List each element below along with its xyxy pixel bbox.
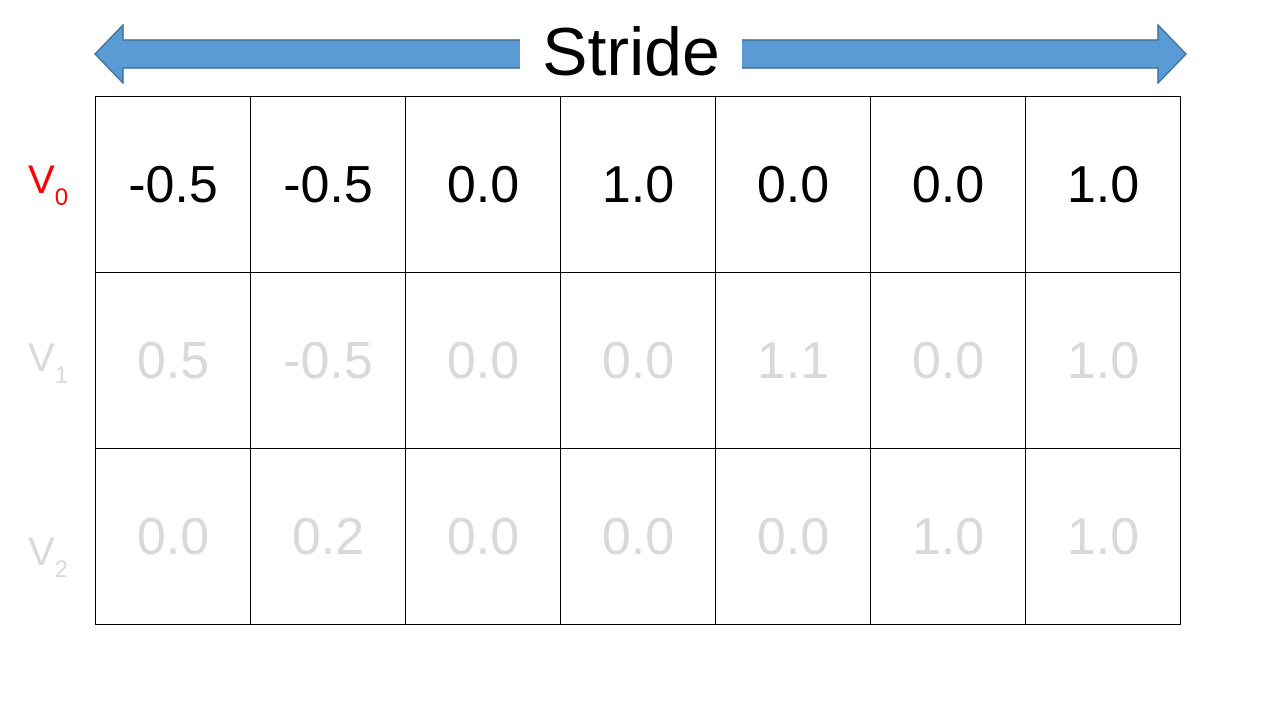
cell-v2-1: 0.2 [250, 448, 406, 625]
vertex-data-grid: -0.5 -0.5 0.0 1.0 0.0 0.0 1.0 0.5 -0.5 0… [95, 96, 1181, 625]
row-label-v1-subscript: 1 [54, 362, 69, 389]
cell-v1-1: -0.5 [250, 272, 406, 449]
cell-v1-0: 0.5 [95, 272, 251, 449]
cell-v0-1: -0.5 [250, 96, 406, 273]
cell-v2-6: 1.0 [1025, 448, 1181, 625]
stride-right-arrow [740, 24, 1188, 84]
cell-v0-4: 0.0 [715, 96, 871, 273]
row-label-v2-letter: V [28, 530, 55, 574]
row-label-v2: V2 [28, 530, 68, 584]
vertex-row-v2: 0.0 0.2 0.0 0.0 0.0 1.0 1.0 [95, 448, 1181, 625]
cell-v1-5: 0.0 [870, 272, 1026, 449]
right-arrow-shape [740, 24, 1188, 84]
row-label-v1: V1 [28, 336, 68, 390]
cell-v1-2: 0.0 [405, 272, 561, 449]
row-label-v0-letter: V [28, 158, 55, 202]
cell-v0-2: 0.0 [405, 96, 561, 273]
cell-v2-3: 0.0 [560, 448, 716, 625]
cell-v2-0: 0.0 [95, 448, 251, 625]
cell-v2-5: 1.0 [870, 448, 1026, 625]
left-arrow-shape [94, 24, 523, 84]
row-label-v2-subscript: 2 [54, 556, 69, 583]
cell-v0-3: 1.0 [560, 96, 716, 273]
stride-left-arrow [94, 24, 523, 84]
row-label-v0: V0 [28, 158, 68, 212]
cell-v0-6: 1.0 [1025, 96, 1181, 273]
cell-v0-0: -0.5 [95, 96, 251, 273]
cell-v2-2: 0.0 [405, 448, 561, 625]
vertex-row-v1: 0.5 -0.5 0.0 0.0 1.1 0.0 1.0 [95, 272, 1181, 449]
row-label-v1-letter: V [28, 336, 55, 380]
cell-v1-3: 0.0 [560, 272, 716, 449]
title-container: Stride [520, 0, 742, 100]
cell-v2-4: 0.0 [715, 448, 871, 625]
cell-v1-4: 1.1 [715, 272, 871, 449]
cell-v1-6: 1.0 [1025, 272, 1181, 449]
vertex-row-v0: -0.5 -0.5 0.0 1.0 0.0 0.0 1.0 [95, 96, 1181, 273]
diagram-title: Stride [542, 14, 720, 90]
cell-v0-5: 0.0 [870, 96, 1026, 273]
row-label-v0-subscript: 0 [54, 184, 69, 211]
